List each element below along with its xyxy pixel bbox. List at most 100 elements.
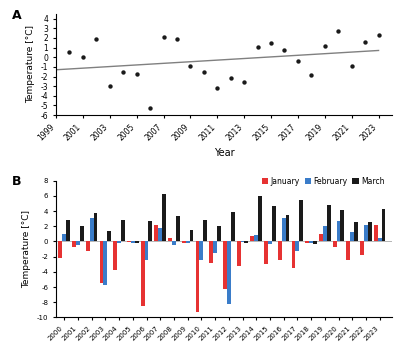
Point [80, 55, 86, 60]
Point [214, 85, 220, 91]
Bar [86, 241, 90, 250]
Bar [286, 215, 290, 242]
Bar [368, 223, 372, 242]
Bar [158, 228, 162, 242]
Point [254, 44, 261, 49]
Point [106, 83, 113, 89]
Bar [127, 241, 131, 242]
Bar [94, 213, 98, 242]
Bar [327, 205, 330, 241]
Point [362, 39, 368, 45]
Bar [299, 200, 303, 242]
Point [201, 69, 207, 75]
Bar [209, 241, 213, 263]
Bar [186, 241, 190, 243]
Bar [333, 241, 336, 247]
Bar [213, 241, 217, 253]
Point [134, 71, 140, 76]
Bar [80, 226, 84, 242]
Bar [364, 225, 368, 241]
Point [147, 106, 153, 111]
Bar [148, 221, 152, 242]
Point [174, 36, 180, 42]
Bar [237, 241, 240, 266]
Bar [217, 226, 221, 242]
Bar [374, 225, 378, 241]
Bar [172, 241, 176, 245]
Bar [113, 241, 117, 270]
Bar [268, 241, 272, 244]
Bar [309, 241, 313, 243]
Bar [227, 241, 231, 305]
Bar [190, 230, 194, 241]
Bar [244, 241, 248, 243]
Y-axis label: Temperature [°C]: Temperature [°C] [26, 26, 35, 104]
Bar [66, 220, 70, 242]
Bar [62, 234, 66, 242]
Bar [154, 225, 158, 241]
Bar [168, 238, 172, 242]
Point [281, 48, 288, 53]
Bar [264, 241, 268, 264]
Bar [258, 196, 262, 241]
Point [375, 32, 382, 38]
Bar [282, 218, 286, 241]
Bar [90, 218, 94, 241]
Bar [100, 241, 104, 283]
Bar [250, 236, 254, 241]
Bar [231, 212, 234, 241]
Bar [346, 241, 350, 260]
Legend: January, February, March: January, February, March [258, 174, 388, 189]
Y-axis label: Temperature [°C]: Temperature [°C] [22, 210, 31, 288]
Bar [305, 241, 309, 243]
Bar [200, 241, 203, 260]
Bar [272, 206, 276, 242]
Bar [76, 241, 80, 245]
Point [187, 63, 194, 69]
Bar [254, 235, 258, 242]
Bar [176, 216, 180, 241]
Bar [378, 238, 382, 242]
Point [295, 58, 301, 64]
Point [241, 80, 247, 85]
Point [93, 36, 100, 42]
Bar [354, 223, 358, 242]
Point [268, 40, 274, 46]
Bar [296, 241, 299, 250]
Bar [350, 232, 354, 241]
Point [228, 76, 234, 81]
Point [308, 72, 314, 77]
Bar [223, 241, 227, 288]
Bar [278, 241, 282, 260]
Bar [107, 231, 111, 241]
Bar [117, 241, 121, 243]
Text: B: B [12, 175, 22, 188]
Point [348, 63, 355, 69]
Point [160, 35, 167, 40]
Bar [340, 210, 344, 241]
Bar [72, 241, 76, 247]
Bar [240, 241, 244, 242]
Point [120, 69, 126, 75]
Bar [135, 241, 138, 243]
Bar [360, 241, 364, 255]
Point [335, 28, 342, 34]
Point [66, 50, 73, 55]
Bar [58, 241, 62, 258]
Bar [121, 220, 125, 242]
Bar [141, 241, 144, 306]
Bar [182, 241, 186, 243]
Bar [104, 241, 107, 285]
Bar [144, 241, 148, 260]
Bar [336, 221, 340, 242]
Bar [313, 241, 317, 244]
Point [322, 43, 328, 48]
Bar [319, 234, 323, 242]
Text: A: A [12, 9, 22, 22]
Bar [203, 220, 207, 242]
Bar [162, 194, 166, 241]
Bar [292, 241, 296, 268]
Bar [382, 209, 386, 242]
Bar [196, 241, 200, 312]
Bar [131, 241, 135, 243]
